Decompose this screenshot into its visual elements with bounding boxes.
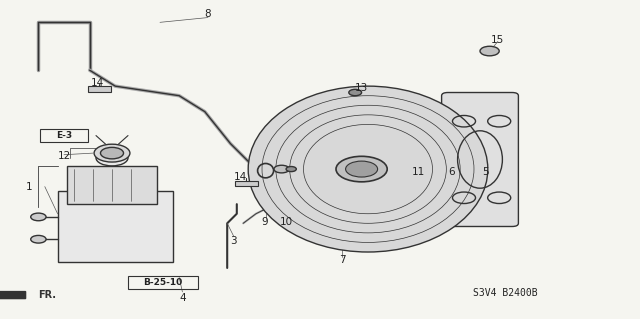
Text: 11: 11 [412,167,425,177]
Text: 1: 1 [26,182,32,192]
Circle shape [100,147,124,159]
Circle shape [31,235,46,243]
Text: B-25-10: B-25-10 [143,278,183,287]
Text: FR.: FR. [38,290,56,300]
Text: E-3: E-3 [56,131,72,140]
Circle shape [480,46,499,56]
Text: 4: 4 [179,293,186,303]
Circle shape [96,150,128,166]
Bar [235,181,258,186]
Text: 12: 12 [58,151,70,161]
FancyArrow shape [0,290,26,300]
Ellipse shape [248,86,488,252]
Text: 15: 15 [492,35,504,45]
Text: 7: 7 [339,255,346,265]
Bar [40,129,88,142]
Text: 6: 6 [449,167,455,177]
Circle shape [274,165,289,173]
Circle shape [31,213,46,221]
Text: S3V4 B2400B: S3V4 B2400B [474,288,538,299]
Bar [67,166,157,204]
Circle shape [94,144,130,162]
Circle shape [286,167,296,172]
FancyBboxPatch shape [442,93,518,226]
Text: 14: 14 [91,78,104,88]
Circle shape [346,161,378,177]
Text: 10: 10 [280,217,292,227]
Circle shape [336,156,387,182]
Text: 13: 13 [355,83,368,93]
Bar [128,276,198,289]
Text: 5: 5 [482,167,488,177]
Text: 9: 9 [261,217,268,227]
Text: 8: 8 [205,9,211,19]
Text: 14: 14 [234,172,246,182]
Text: 3: 3 [230,236,237,246]
Bar [58,191,173,262]
Circle shape [349,89,362,96]
Bar [88,86,111,92]
